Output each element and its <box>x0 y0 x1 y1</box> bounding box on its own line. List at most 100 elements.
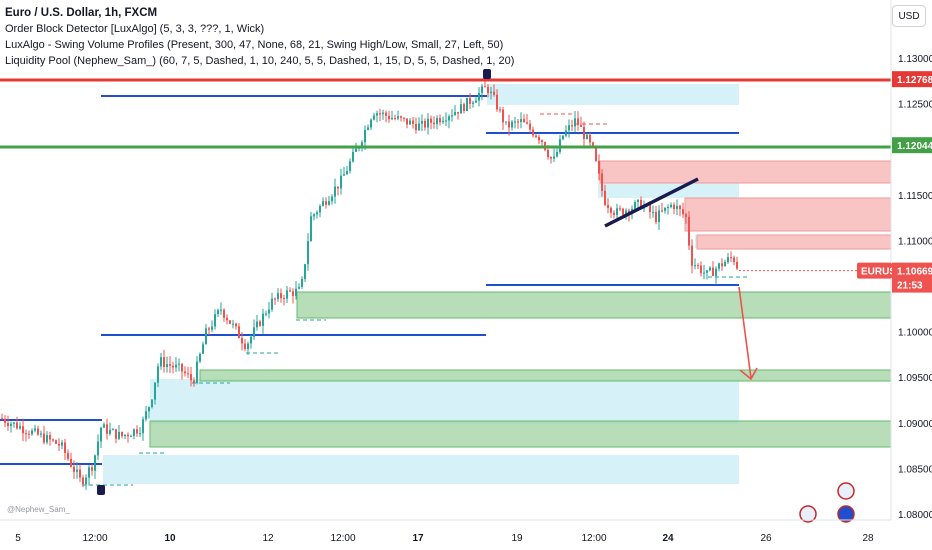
time-tick-label: 24 <box>662 533 674 544</box>
candle-body <box>133 429 135 436</box>
candle-body <box>733 257 735 263</box>
event-flags[interactable] <box>799 482 855 523</box>
candle-body <box>526 122 528 124</box>
candle-body <box>679 205 681 210</box>
candle-body <box>694 265 696 267</box>
candle-body <box>430 118 432 123</box>
candle-body <box>661 210 663 212</box>
candle-body <box>139 433 141 435</box>
candle-body <box>22 426 24 434</box>
candle-body <box>550 157 552 159</box>
candle-body <box>394 118 396 120</box>
candle-body <box>271 298 273 310</box>
candle-body <box>178 363 180 365</box>
indicator-order-block[interactable]: Order Block Detector [LuxAlgo] (5, 3, 3,… <box>5 23 265 35</box>
candle-body <box>61 442 63 446</box>
candle-body <box>622 208 624 215</box>
candle-body <box>334 186 336 197</box>
candle-body <box>211 326 213 330</box>
swing-low-marker <box>97 485 105 495</box>
us-flag-icon <box>799 505 817 523</box>
candle-body <box>247 343 249 349</box>
time-tick-label: 12:00 <box>82 533 107 544</box>
indicator-liquidity-pool[interactable]: Liquidity Pool (Nephew_Sam_) (60, 7, 5, … <box>5 55 515 67</box>
candle-body <box>403 117 405 119</box>
currency-button[interactable]: USD <box>892 5 926 27</box>
candle-body <box>286 290 288 299</box>
candle-body <box>67 452 69 459</box>
candle-body <box>565 130 567 136</box>
candle-body <box>709 267 711 271</box>
time-tick-label: 10 <box>164 533 176 544</box>
candle-body <box>724 262 726 267</box>
candle-body <box>295 288 297 296</box>
zone-layer <box>103 84 892 484</box>
candle-body <box>193 380 195 383</box>
candle-body <box>292 291 294 296</box>
liquidity-lines <box>0 95 739 465</box>
candle-body <box>127 434 129 437</box>
time-tick-label: 17 <box>412 533 424 544</box>
projection-arrow[interactable] <box>738 286 758 381</box>
candle-body <box>7 422 9 427</box>
candles <box>1 80 738 490</box>
candle-body <box>475 100 477 103</box>
candle-body <box>208 328 210 330</box>
volume-profile-zone <box>487 84 739 105</box>
candle-body <box>148 407 150 412</box>
time-tick-label: 26 <box>760 533 772 544</box>
candle-body <box>43 433 45 443</box>
candle-body <box>634 202 636 209</box>
candle-body <box>640 199 642 209</box>
candle-body <box>541 140 543 143</box>
candle-body <box>151 399 153 408</box>
candle-body <box>424 120 426 128</box>
candle-body <box>25 433 27 435</box>
candle-body <box>583 126 585 140</box>
candle-body <box>181 363 183 372</box>
candle-body <box>577 118 579 125</box>
candle-body <box>505 121 507 123</box>
candle-body <box>91 467 93 471</box>
price-tick-label: 1.09500 <box>898 373 932 384</box>
candle-body <box>250 336 252 344</box>
candle-body <box>88 467 90 478</box>
candle-body <box>427 118 429 128</box>
candle-body <box>379 113 381 115</box>
symbol-title[interactable]: Euro / U.S. Dollar, 1h, FXCM <box>5 7 158 19</box>
candle-body <box>205 328 207 345</box>
price-tag <box>892 71 932 88</box>
candle-body <box>451 115 453 117</box>
candle-body <box>220 309 222 311</box>
candle-body <box>487 86 489 94</box>
candle-body <box>415 124 417 131</box>
price-tag-label: 1.12044 <box>897 141 932 152</box>
price-tick-label: 1.08000 <box>898 510 932 521</box>
indicator-volume-profile[interactable]: LuxAlgo - Swing Volume Profiles (Present… <box>5 39 504 51</box>
price-tick-label: 1.09000 <box>898 419 932 430</box>
volume-profile-zone <box>150 379 739 424</box>
candle-body <box>346 171 348 175</box>
candle-body <box>652 211 654 213</box>
candle-body <box>457 112 459 114</box>
candle-body <box>112 429 114 431</box>
candle-body <box>289 290 291 292</box>
time-axis[interactable]: 5 12:00 10 12 12:00 17 19 12:00 24 26 28 <box>0 519 891 544</box>
candle-body <box>685 214 687 217</box>
candle-body <box>412 120 414 125</box>
demand-zone <box>149 420 892 448</box>
candle-body <box>124 434 126 437</box>
candle-body <box>31 430 33 435</box>
candle-body <box>553 156 555 159</box>
candle-body <box>409 120 411 125</box>
candle-body <box>484 86 486 88</box>
trendline[interactable] <box>604 177 699 228</box>
candle-body <box>442 120 444 123</box>
candle-body <box>70 458 72 467</box>
candle-body <box>37 428 39 435</box>
candle-body <box>337 186 339 189</box>
candle-body <box>244 343 246 349</box>
candle-body <box>508 121 510 128</box>
candle-body <box>301 279 303 287</box>
